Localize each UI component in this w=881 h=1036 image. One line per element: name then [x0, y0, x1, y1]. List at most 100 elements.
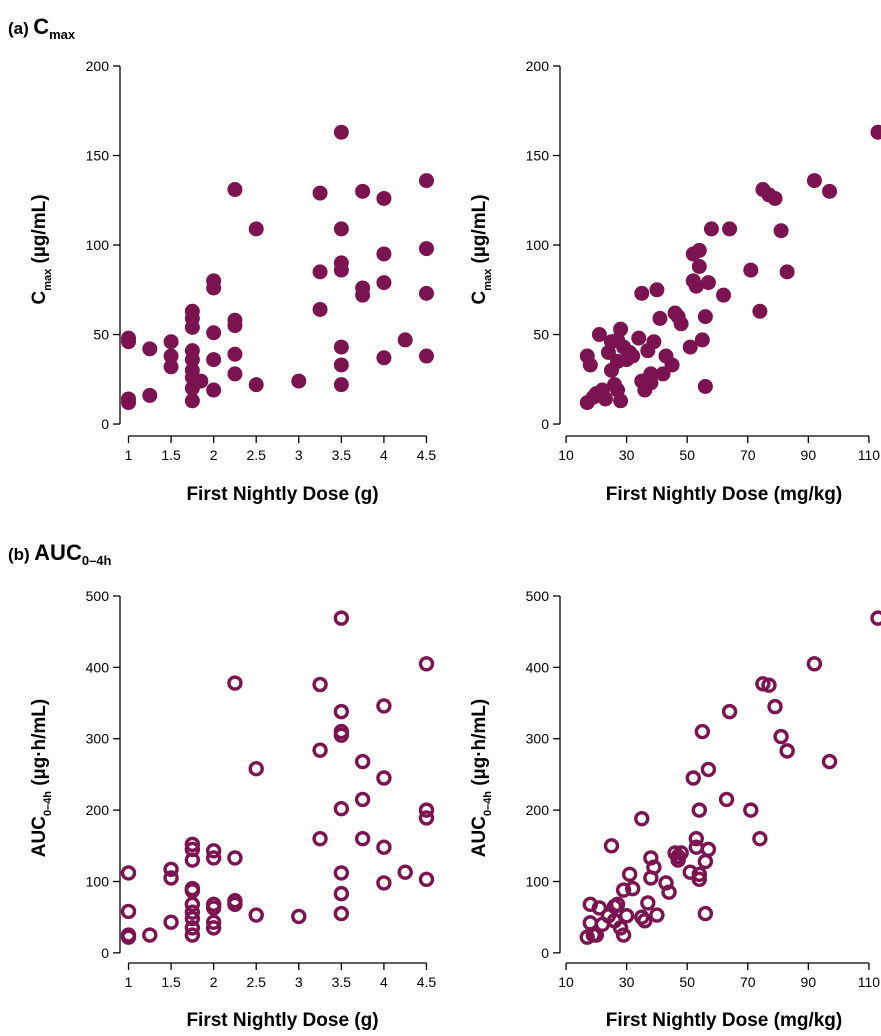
y-axis-title: AUC0–4h (µg·h/mL): [469, 699, 494, 857]
x-axis-title: First Nightly Dose (g): [186, 1010, 378, 1031]
y-tick-label: 300: [526, 731, 550, 747]
data-point: [333, 221, 349, 237]
data-point: [418, 802, 435, 818]
data-point: [206, 382, 222, 398]
x-tick-label: 4.5: [417, 447, 437, 463]
data-point: [312, 830, 328, 847]
data-point: [163, 914, 179, 930]
data-point: [649, 282, 665, 298]
data-point: [333, 865, 350, 881]
data-point: [612, 920, 629, 936]
data-point: [205, 900, 222, 916]
y-tick-label: 0: [541, 416, 549, 432]
panel-b-prefix: (b): [8, 545, 30, 564]
data-point: [205, 850, 222, 866]
data-point: [609, 896, 626, 913]
data-point: [248, 907, 264, 923]
data-point: [184, 927, 201, 943]
x-tick-label: 1.5: [161, 974, 181, 990]
data-point: [376, 275, 392, 291]
data-point: [333, 727, 350, 743]
data-point: [163, 334, 179, 350]
data-point: [673, 845, 689, 861]
data-point: [697, 853, 714, 870]
x-tick-label: 10: [558, 447, 574, 463]
data-point: [376, 350, 392, 366]
data-point: [870, 124, 881, 140]
data-point: [752, 303, 768, 319]
x-tick-label: 2.5: [246, 447, 266, 463]
data-point: [670, 852, 686, 868]
y-axis-title-unit: (µg·h/mL): [469, 699, 490, 791]
y-tick-label: 150: [526, 148, 550, 164]
y-axis-title: Cmax (µg/mL): [29, 194, 54, 304]
data-point: [120, 929, 137, 945]
x-tick-label: 2: [210, 974, 218, 990]
data-point: [184, 319, 200, 335]
data-point: [721, 703, 738, 720]
data-point: [333, 885, 350, 902]
x-tick-label: 4: [380, 974, 388, 990]
x-axis-title: First Nightly Dose (g): [186, 484, 378, 505]
data-point: [227, 896, 243, 913]
data-point: [691, 259, 707, 275]
data-point: [621, 866, 638, 883]
data-point: [355, 183, 371, 199]
data-point: [184, 393, 200, 409]
data-point: [227, 318, 243, 334]
data-point: [418, 241, 434, 257]
data-point: [333, 377, 349, 393]
x-tick-label: 10: [558, 974, 574, 990]
data-point: [376, 246, 392, 262]
data-point: [767, 698, 783, 715]
data-point: [397, 332, 413, 348]
x-tick-label: 1.5: [161, 447, 181, 463]
data-point: [691, 802, 708, 818]
data-point: [779, 264, 795, 280]
data-point: [697, 378, 713, 394]
data-point: [376, 190, 392, 206]
data-point: [333, 703, 350, 720]
data-point: [618, 908, 635, 924]
data-point: [603, 838, 620, 854]
y-tick-label: 0: [101, 416, 109, 432]
y-axis-title-main: C: [29, 291, 50, 305]
x-tick-label: 90: [801, 974, 817, 990]
data-point: [163, 861, 179, 878]
data-point: [761, 677, 777, 693]
data-point: [163, 870, 179, 886]
data-point: [700, 761, 717, 778]
data-point: [184, 836, 201, 853]
data-point: [184, 352, 200, 368]
data-point: [773, 728, 789, 745]
data-point: [682, 864, 698, 880]
data-point: [312, 742, 328, 758]
data-point: [333, 357, 349, 373]
data-point: [376, 698, 392, 714]
y-axis-title-sub: 0–4h: [42, 791, 54, 816]
data-point: [634, 810, 650, 827]
data-point: [821, 753, 838, 770]
data-point: [767, 190, 783, 206]
x-tick-label: 2: [210, 447, 218, 463]
data-point: [582, 357, 598, 373]
data-point: [248, 761, 264, 777]
data-point: [582, 915, 598, 931]
data-point: [646, 859, 662, 875]
data-point: [312, 264, 328, 280]
panel-a-sub: max: [49, 27, 76, 42]
data-point: [613, 321, 629, 337]
y-axis-title-main: AUC: [29, 816, 50, 857]
y-axis-title-unit: (µg/mL): [29, 194, 50, 268]
data-point: [418, 173, 434, 189]
y-tick-label: 100: [526, 873, 550, 889]
data-point: [664, 357, 680, 373]
data-point: [333, 339, 349, 355]
data-point: [691, 871, 708, 888]
data-point: [248, 377, 264, 393]
data-point: [703, 221, 719, 237]
y-tick-label: 200: [526, 802, 550, 818]
data-point: [354, 791, 371, 808]
y-tick-label: 400: [86, 659, 110, 675]
panel-b-sub: 0–4h: [81, 553, 112, 568]
